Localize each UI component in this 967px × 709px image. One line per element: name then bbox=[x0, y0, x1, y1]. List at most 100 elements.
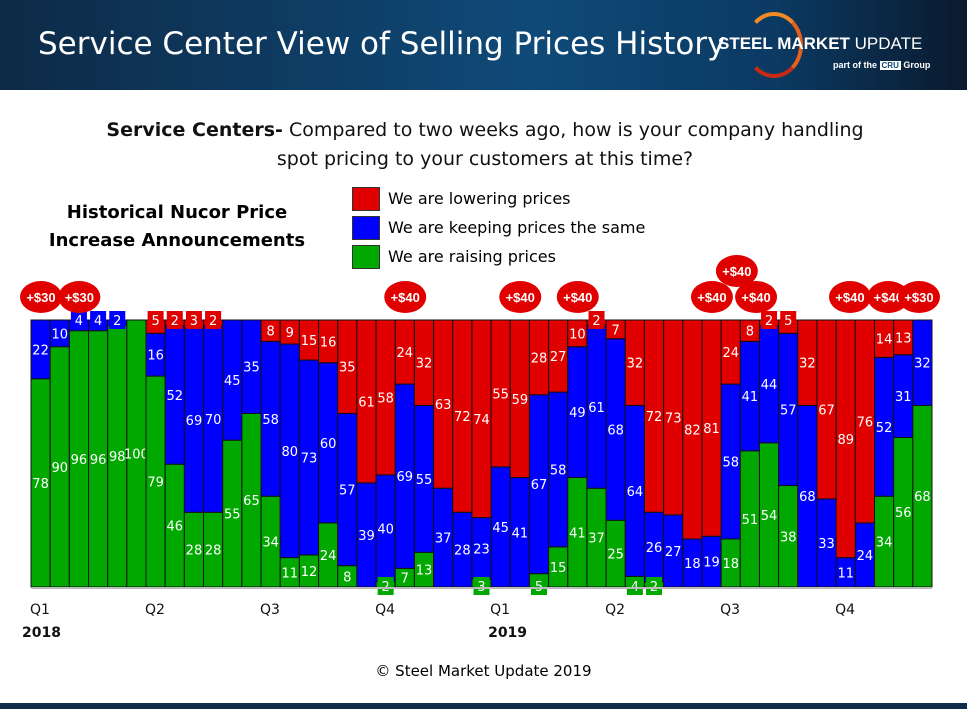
copyright-footer: © Steel Market Update 2019 bbox=[375, 662, 592, 680]
logo-bold: STEEL MARKET bbox=[718, 34, 850, 53]
bottom-strip bbox=[0, 703, 967, 709]
data-label: 80 bbox=[282, 445, 299, 460]
data-label: 2 bbox=[209, 314, 217, 329]
data-label: 67 bbox=[531, 478, 548, 493]
question-bold: Service Centers- bbox=[106, 119, 283, 141]
data-label: 33 bbox=[818, 537, 835, 552]
data-label: 61 bbox=[588, 401, 605, 416]
data-label: 14 bbox=[876, 333, 893, 348]
data-label: 90 bbox=[51, 461, 68, 476]
price-increase-bubble bbox=[20, 281, 62, 313]
data-label: 55 bbox=[224, 508, 241, 523]
data-label: 67 bbox=[818, 403, 835, 418]
legend-item-same: We are keeping prices the same bbox=[352, 213, 645, 242]
data-label: 27 bbox=[550, 350, 567, 365]
small-label-box bbox=[473, 577, 490, 595]
data-label: 2 bbox=[171, 314, 179, 329]
logo-thin: UPDATE bbox=[849, 34, 923, 53]
data-label: 10 bbox=[569, 327, 586, 342]
data-label: 73 bbox=[665, 411, 682, 426]
small-label-box bbox=[377, 577, 394, 595]
data-label: 41 bbox=[742, 390, 759, 405]
small-label-box bbox=[780, 311, 797, 329]
price-increase-bubble bbox=[58, 281, 101, 313]
data-label: 41 bbox=[512, 526, 529, 541]
data-label: 13 bbox=[416, 564, 433, 579]
data-label: 12 bbox=[301, 565, 318, 580]
data-label: 8 bbox=[266, 325, 274, 340]
data-label: 13 bbox=[895, 331, 912, 346]
data-label: 8 bbox=[343, 570, 351, 585]
data-label: 61 bbox=[358, 395, 375, 410]
data-label: 44 bbox=[761, 378, 778, 393]
data-label: 82 bbox=[684, 423, 701, 438]
data-label: 11 bbox=[837, 566, 854, 581]
quarter-label: Q4 bbox=[835, 602, 855, 618]
legend-item-lowering: We are lowering prices bbox=[352, 184, 645, 213]
data-label: 57 bbox=[339, 484, 356, 499]
data-label: 32 bbox=[627, 357, 644, 372]
legend-item-raising: We are raising prices bbox=[352, 242, 645, 271]
data-label: 49 bbox=[569, 406, 586, 421]
data-label: 35 bbox=[243, 361, 260, 376]
price-increase-label: +$30 bbox=[904, 290, 933, 305]
data-label: 79 bbox=[147, 476, 164, 491]
price-increase-label: +$30 bbox=[65, 290, 94, 305]
data-label: 96 bbox=[71, 453, 88, 468]
data-label: 74 bbox=[473, 413, 490, 428]
data-label: 58 bbox=[377, 391, 394, 406]
bar-segment bbox=[912, 319, 933, 406]
data-label: 22 bbox=[32, 343, 49, 358]
data-label: 32 bbox=[799, 357, 816, 372]
legend-label: We are lowering prices bbox=[388, 189, 571, 208]
price-increase-bubble bbox=[499, 281, 542, 313]
data-label: 58 bbox=[722, 456, 739, 471]
legend-swatch bbox=[352, 215, 380, 240]
survey-question: Service Centers- Compared to two weeks a… bbox=[100, 116, 870, 174]
data-label: 55 bbox=[416, 473, 433, 488]
data-label: 73 bbox=[301, 452, 318, 467]
data-label: 7 bbox=[401, 572, 409, 587]
price-increase-label: +$40 bbox=[722, 264, 751, 279]
small-label-box bbox=[185, 311, 202, 329]
price-increase-label: +$40 bbox=[506, 290, 535, 305]
question-text: Compared to two weeks ago, how is your c… bbox=[276, 119, 864, 170]
data-label: 23 bbox=[473, 542, 490, 557]
data-label: 68 bbox=[799, 490, 816, 505]
data-label: 52 bbox=[876, 421, 893, 436]
data-label: 31 bbox=[895, 390, 912, 405]
data-label: 96 bbox=[90, 453, 107, 468]
data-label: 64 bbox=[627, 485, 644, 500]
data-label: 40 bbox=[377, 522, 394, 537]
data-label: 16 bbox=[147, 349, 164, 364]
data-label: 98 bbox=[109, 450, 126, 465]
small-label-box bbox=[646, 577, 663, 595]
price-increase-label: +$30 bbox=[26, 290, 55, 305]
logo: STEEL MARKET UPDATE bbox=[718, 34, 922, 54]
data-label: 32 bbox=[914, 357, 931, 372]
data-label: 32 bbox=[416, 357, 433, 372]
data-label: 15 bbox=[550, 561, 567, 576]
data-label: 60 bbox=[320, 437, 337, 452]
price-increase-bubble bbox=[828, 281, 871, 313]
chart-legend: We are lowering prices We are keeping pr… bbox=[352, 184, 645, 271]
small-label-box bbox=[531, 577, 548, 595]
data-label: 78 bbox=[32, 477, 49, 492]
small-label-box bbox=[626, 577, 643, 595]
data-label: 24 bbox=[320, 549, 337, 564]
data-label: 72 bbox=[454, 410, 471, 425]
cru-badge: CRU bbox=[879, 61, 901, 70]
price-increase-label: +$40 bbox=[697, 290, 726, 305]
data-label: 26 bbox=[646, 541, 663, 556]
data-label: 3 bbox=[190, 314, 198, 329]
data-label: 89 bbox=[837, 433, 854, 448]
data-label: 72 bbox=[646, 410, 663, 425]
data-label: 58 bbox=[550, 464, 567, 479]
quarter-label: Q2 bbox=[605, 602, 625, 618]
data-label: 2 bbox=[592, 314, 600, 329]
quarter-label: Q3 bbox=[260, 602, 280, 618]
data-label: 39 bbox=[358, 529, 375, 544]
data-label: 5 bbox=[784, 314, 792, 329]
data-label: 52 bbox=[167, 389, 184, 404]
data-label: 15 bbox=[301, 334, 318, 349]
